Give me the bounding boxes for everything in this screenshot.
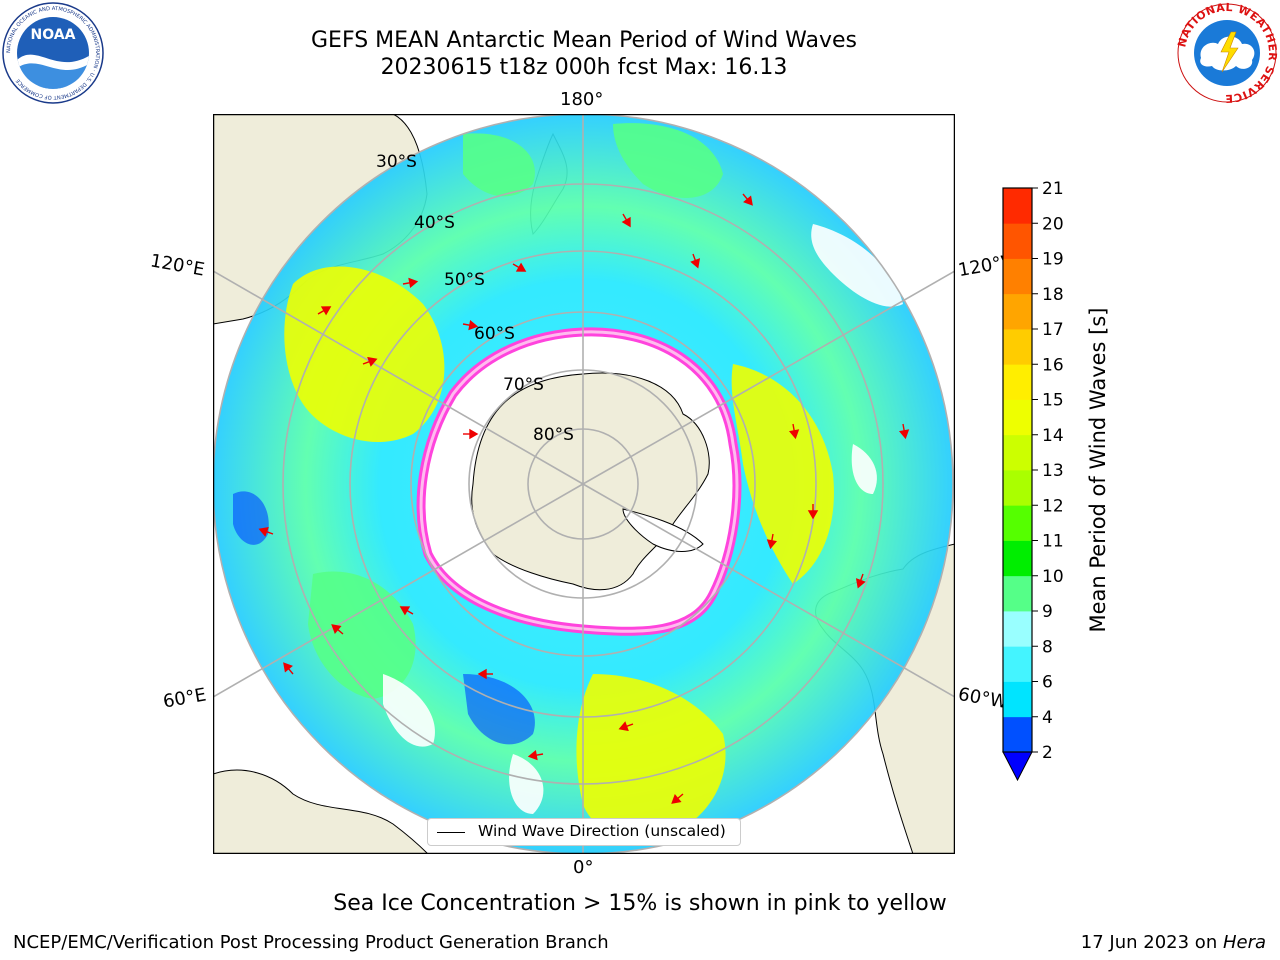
- colorbar-bin: [1003, 575, 1032, 612]
- legend-line-swatch: [437, 832, 465, 833]
- noaa-logo-text: NOAA: [31, 27, 76, 43]
- colorbar-bin: [1003, 681, 1032, 718]
- lat-label-30s: 30°S: [376, 152, 417, 172]
- colorbar-tick-label: 9: [1042, 602, 1053, 622]
- colorbar-tick-label: 16: [1042, 355, 1064, 375]
- colorbar-bin: [1003, 364, 1032, 400]
- wind-wave-arrows: [258, 193, 910, 804]
- colorbar-tick-label: 19: [1042, 250, 1064, 270]
- colorbar-tick-label: 21: [1042, 180, 1064, 199]
- footer-date-text: 17 Jun 2023 on: [1080, 932, 1223, 953]
- lon-label-60e: 60°E: [161, 684, 208, 713]
- lat-label-40s: 40°S: [414, 213, 455, 233]
- graticule: [213, 114, 955, 854]
- colorbar-bin: [1003, 188, 1032, 224]
- colorbar: 2 4 6 8 9 10 11 12 13 14 15 16 17 18 19 20 21: [1002, 180, 1064, 782]
- lon-label-180: 180°: [560, 89, 604, 110]
- chart-title: GEFS MEAN Antarctic Mean Period of Wind …: [311, 28, 857, 53]
- colorbar-bin: [1003, 716, 1032, 753]
- colorbar-bin: [1003, 540, 1032, 577]
- noaa-logo-icon: NOAA NATIONAL OCEANIC AND ATMOSPHERIC AD…: [2, 2, 104, 104]
- colorbar-tick-label: 2: [1042, 743, 1053, 763]
- colorbar-tick-label: 15: [1042, 391, 1064, 411]
- colorbar-ticks: 2 4 6 8 9 10 11 12 13 14 15 16 17 18 19 20 21: [1032, 180, 1064, 763]
- lon-label-120e: 120°E: [148, 250, 207, 281]
- colorbar-bin: [1003, 223, 1032, 259]
- lat-label-70s: 70°S: [503, 375, 544, 395]
- footer-credit: NCEP/EMC/Verification Post Processing Pr…: [13, 932, 609, 953]
- polar-map: [213, 114, 955, 854]
- lat-label-60s: 60°S: [474, 324, 515, 344]
- africa-land: [213, 769, 429, 854]
- lat-label-80s: 80°S: [533, 425, 574, 445]
- colorbar-tick-label: 8: [1042, 637, 1053, 657]
- colorbar-bin: [1003, 329, 1032, 365]
- colorbar-bin: [1003, 470, 1032, 506]
- colorbar-tick-label: 14: [1042, 426, 1064, 446]
- colorbar-tick-label: 18: [1042, 285, 1064, 305]
- map-legend: Wind Wave Direction (unscaled): [427, 818, 741, 846]
- colorbar-tick-label: 17: [1042, 320, 1064, 340]
- colorbar-tick-label: 4: [1042, 708, 1053, 728]
- colorbar-bin: [1003, 293, 1032, 330]
- legend-label: Wind Wave Direction (unscaled): [478, 822, 726, 840]
- nws-logo-icon: NATIONAL WEATHER SERVICE: [1176, 2, 1278, 104]
- colorbar-tick-label: 13: [1042, 461, 1064, 481]
- colorbar-tick-label: 11: [1042, 532, 1064, 552]
- colorbar-bin: [1003, 611, 1032, 647]
- colorbar-tick-label: 12: [1042, 496, 1064, 516]
- colorbar-tick-label: 6: [1042, 673, 1053, 693]
- lon-label-0: 0°: [573, 857, 594, 878]
- colorbar-bin: [1003, 505, 1032, 541]
- chart-subtitle: 20230615 t18z 000h fcst Max: 16.13: [380, 55, 788, 80]
- colorbar-bins: [1003, 188, 1032, 753]
- colorbar-label: Mean Period of Wind Waves [s]: [1086, 307, 1110, 633]
- colorbar-tick-label: 20: [1042, 214, 1064, 234]
- sea-ice-note: Sea Ice Concentration > 15% is shown in …: [333, 891, 947, 916]
- colorbar-bin: [1003, 399, 1032, 436]
- lat-label-50s: 50°S: [444, 270, 485, 290]
- colorbar-under-arrow: [1002, 751, 1033, 782]
- colorbar-bin: [1003, 258, 1032, 295]
- colorbar-bin: [1003, 646, 1032, 682]
- colorbar-bin: [1003, 434, 1032, 471]
- colorbar-tick-label: 10: [1042, 567, 1064, 587]
- footer-host: Hera: [1222, 932, 1266, 953]
- footer-date: 17 Jun 2023 on Hera: [1081, 932, 1266, 953]
